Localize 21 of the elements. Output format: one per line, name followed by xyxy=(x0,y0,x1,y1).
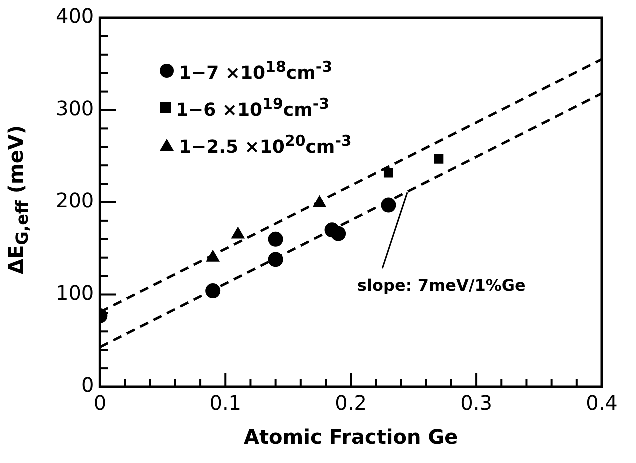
x-tick-label: 0.3 xyxy=(460,391,492,416)
y-tick-label: 0 xyxy=(81,373,94,398)
point xyxy=(331,226,346,242)
annotation: slope: 7meV/1%Ge xyxy=(358,276,526,295)
y-tick-label: 300 xyxy=(56,96,94,120)
y-tick-label: 100 xyxy=(56,280,94,305)
point xyxy=(268,232,284,247)
x-tick-label: 0.4 xyxy=(586,391,618,416)
x-axis-title: Atomic Fraction Ge xyxy=(244,425,458,450)
point xyxy=(384,168,394,178)
point xyxy=(434,154,444,164)
point xyxy=(268,252,284,268)
y-tick-label: 200 xyxy=(56,188,94,213)
legend-label: 1−7 ×10$^{18}$cm$^{-3}$ xyxy=(179,57,333,86)
point xyxy=(381,198,396,213)
y-tick-label: 400 xyxy=(56,4,94,28)
legend-label: 1−6 ×10$^{19}$cm$^{-3}$ xyxy=(176,94,330,123)
x-tick-label: 0.1 xyxy=(210,391,242,416)
legend-label: 1−2.5 ×10$^{20}$cm$^{-3}$ xyxy=(179,131,352,160)
point xyxy=(206,284,221,299)
x-tick-label: 0.2 xyxy=(335,391,367,416)
